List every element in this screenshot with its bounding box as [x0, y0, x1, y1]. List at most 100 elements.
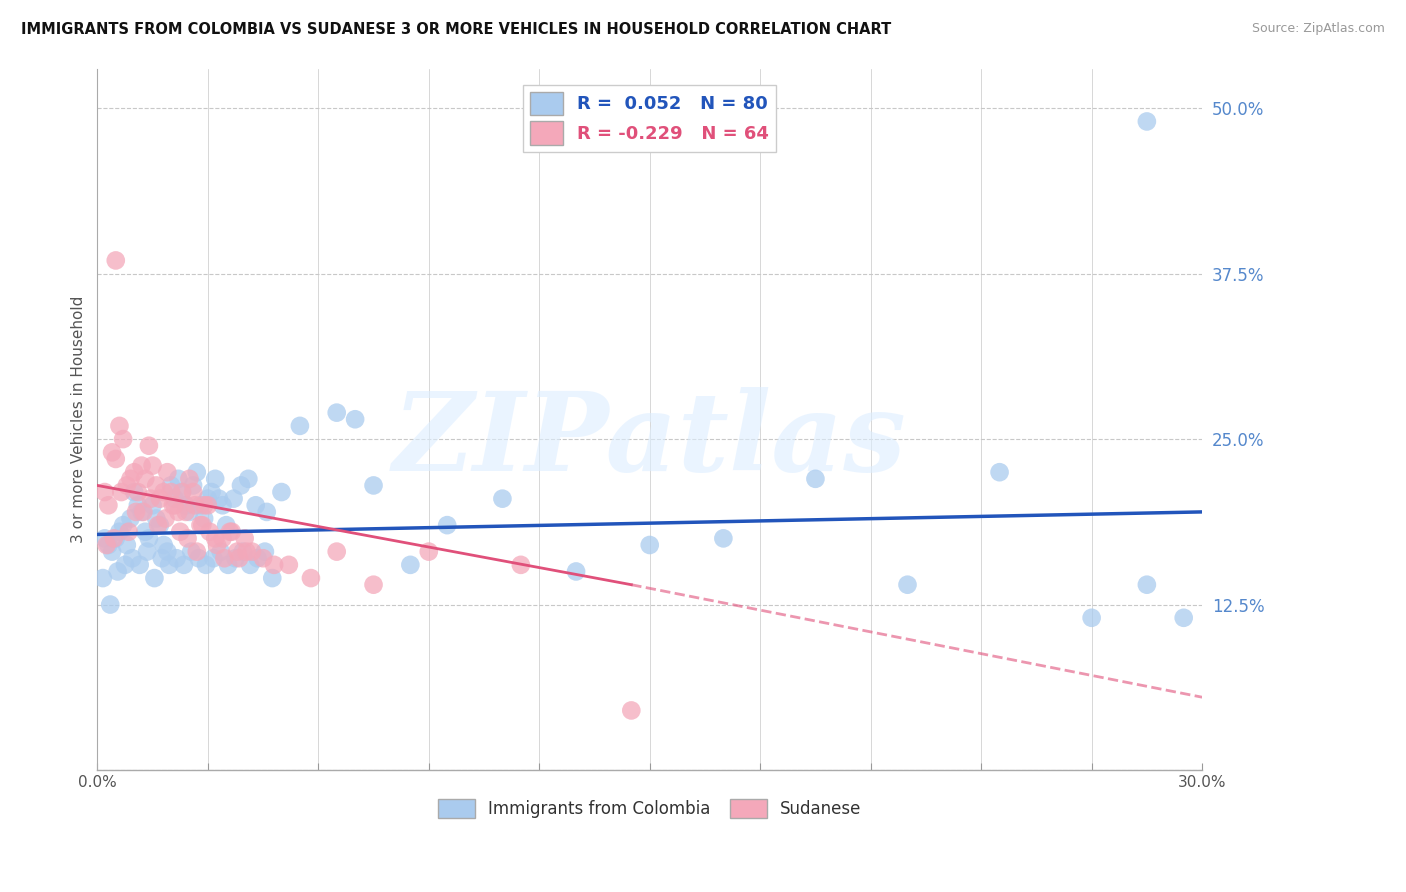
- Point: [804, 472, 827, 486]
- Point: [174, 498, 197, 512]
- Point: [156, 465, 179, 479]
- Point: [167, 505, 190, 519]
- Point: [104, 532, 127, 546]
- Point: [122, 485, 145, 500]
- Point: [120, 472, 142, 486]
- Text: IMMIGRANTS FROM COLOMBIA VS SUDANESE 3 OR MORE VEHICLES IN HOUSEHOLD CORRELATION: IMMIGRANTS FROM COLOMBIA VS SUDANESE 3 O…: [21, 22, 891, 37]
- Point: [252, 551, 274, 566]
- Point: [229, 478, 252, 492]
- Point: [565, 565, 588, 579]
- Point: [187, 551, 209, 566]
- Point: [121, 551, 143, 566]
- Point: [163, 491, 186, 506]
- Point: [108, 524, 131, 539]
- Point: [143, 571, 166, 585]
- Point: [162, 498, 184, 512]
- Point: [299, 571, 322, 585]
- Point: [120, 511, 142, 525]
- Point: [1080, 611, 1102, 625]
- Text: ZIPatlas: ZIPatlas: [392, 386, 907, 494]
- Point: [138, 532, 160, 546]
- Point: [896, 577, 918, 591]
- Point: [988, 465, 1011, 479]
- Point: [344, 412, 367, 426]
- Point: [197, 498, 219, 512]
- Point: [131, 505, 153, 519]
- Point: [214, 551, 236, 566]
- Point: [157, 558, 180, 572]
- Point: [215, 518, 238, 533]
- Point: [122, 465, 145, 479]
- Point: [418, 544, 440, 558]
- Point: [288, 418, 311, 433]
- Point: [190, 498, 212, 512]
- Y-axis label: 3 or more Vehicles in Household: 3 or more Vehicles in Household: [72, 295, 86, 543]
- Point: [112, 518, 135, 533]
- Point: [142, 458, 165, 473]
- Text: Source: ZipAtlas.com: Source: ZipAtlas.com: [1251, 22, 1385, 36]
- Point: [132, 505, 155, 519]
- Point: [93, 485, 115, 500]
- Point: [163, 498, 186, 512]
- Point: [156, 544, 179, 558]
- Point: [166, 551, 188, 566]
- Point: [127, 498, 149, 512]
- Point: [219, 524, 242, 539]
- Point: [101, 544, 124, 558]
- Point: [620, 703, 643, 717]
- Point: [104, 253, 127, 268]
- Point: [211, 532, 233, 546]
- Point: [191, 518, 214, 533]
- Point: [139, 491, 162, 506]
- Point: [190, 518, 212, 533]
- Point: [136, 544, 159, 558]
- Point: [176, 532, 198, 546]
- Point: [228, 551, 250, 566]
- Point: [253, 544, 276, 558]
- Point: [112, 432, 135, 446]
- Point: [184, 498, 207, 512]
- Point: [134, 472, 156, 486]
- Point: [270, 485, 292, 500]
- Point: [142, 498, 165, 512]
- Point: [181, 478, 204, 492]
- Point: [233, 532, 256, 546]
- Point: [224, 551, 246, 566]
- Point: [198, 524, 221, 539]
- Point: [204, 472, 226, 486]
- Point: [226, 544, 249, 558]
- Point: [146, 518, 169, 533]
- Point: [145, 511, 167, 525]
- Point: [107, 565, 129, 579]
- Point: [197, 491, 219, 506]
- Point: [204, 532, 226, 546]
- Point: [150, 551, 173, 566]
- Point: [115, 478, 138, 492]
- Point: [399, 558, 422, 572]
- Point: [118, 524, 141, 539]
- Point: [363, 478, 385, 492]
- Point: [211, 498, 233, 512]
- Point: [152, 485, 174, 500]
- Point: [138, 439, 160, 453]
- Point: [186, 544, 208, 558]
- Point: [108, 418, 131, 433]
- Point: [173, 558, 195, 572]
- Legend: Immigrants from Colombia, Sudanese: Immigrants from Colombia, Sudanese: [432, 792, 869, 825]
- Point: [170, 485, 193, 500]
- Point: [96, 538, 118, 552]
- Point: [134, 524, 156, 539]
- Point: [491, 491, 513, 506]
- Point: [97, 538, 120, 552]
- Point: [115, 538, 138, 552]
- Point: [239, 558, 262, 572]
- Point: [245, 498, 267, 512]
- Point: [217, 558, 239, 572]
- Point: [209, 544, 232, 558]
- Point: [149, 491, 172, 506]
- Point: [263, 558, 285, 572]
- Point: [167, 472, 190, 486]
- Point: [246, 551, 269, 566]
- Point: [160, 478, 183, 492]
- Point: [238, 472, 260, 486]
